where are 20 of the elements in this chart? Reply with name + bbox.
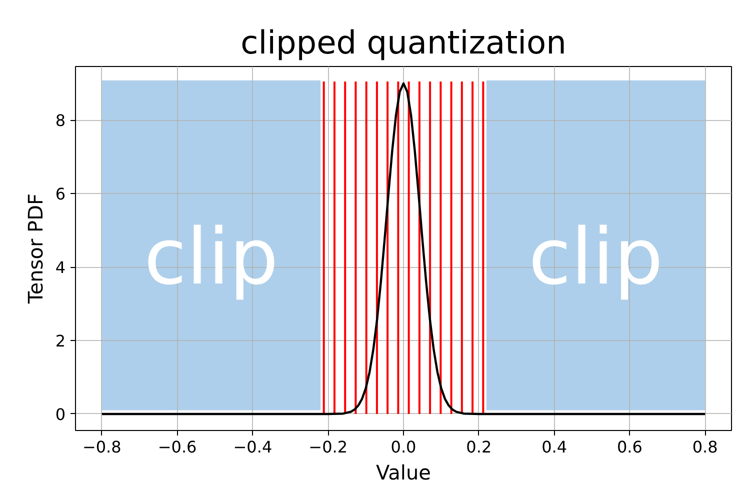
y-tick-label: 8 xyxy=(55,111,66,130)
x-tick-label: −0.6 xyxy=(158,438,197,456)
y-tick-label: 6 xyxy=(55,184,66,204)
band-label: clip xyxy=(528,212,664,303)
x-tick-label: 0.6 xyxy=(616,438,642,456)
x-tick-label: −0.2 xyxy=(308,438,348,456)
x-tick-label: 0.4 xyxy=(542,438,568,456)
y-axis-title: Tensor PDF xyxy=(23,194,48,304)
y-tick-label: 0 xyxy=(55,404,66,424)
x-tick-label: 0.2 xyxy=(466,438,492,456)
y-tick-label: 2 xyxy=(55,332,66,351)
x-tick-label: 0.0 xyxy=(390,438,416,456)
band-label: clip xyxy=(144,212,279,303)
chart-title: clipped quantization xyxy=(240,24,566,62)
y-tick-label: 4 xyxy=(55,258,66,278)
x-axis-title: Value xyxy=(376,460,431,484)
x-tick-label: −0.4 xyxy=(233,438,272,456)
line-series xyxy=(100,82,706,416)
x-tick-label: −0.8 xyxy=(82,438,122,456)
x-tick-label: 0.8 xyxy=(692,438,718,456)
